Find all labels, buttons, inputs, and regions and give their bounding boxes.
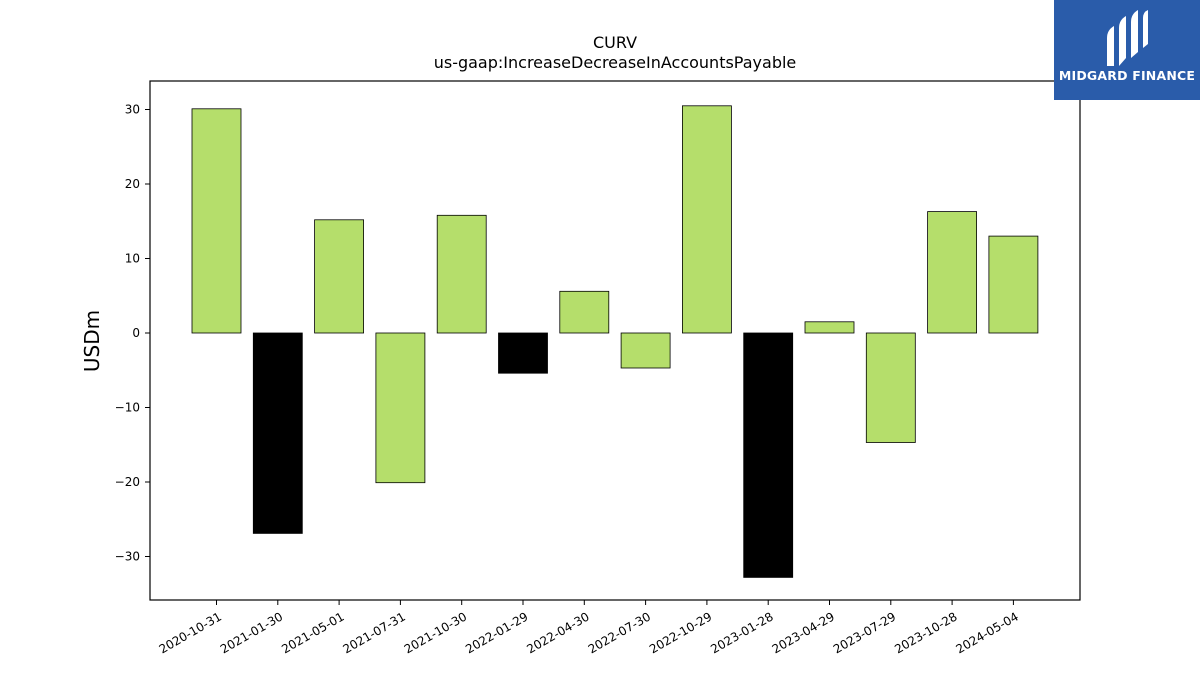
bar-2021-05-01 — [314, 219, 365, 334]
logo-text: MIDGARD FINANCE — [1058, 68, 1196, 83]
x-tick-label: 2021-10-30 — [402, 609, 469, 656]
bar-2021-10-30 — [436, 214, 487, 334]
x-tick-label: 2022-10-29 — [647, 609, 714, 656]
y-tick-label: 30 — [125, 103, 140, 117]
x-tick-label: 2023-07-29 — [831, 609, 898, 656]
y-tick-label: −30 — [115, 550, 140, 564]
x-tick-label: 2024-05-04 — [953, 609, 1020, 656]
midgard-logo-icon — [1107, 10, 1148, 66]
bar-2021-01-30 — [252, 332, 303, 534]
x-tick-label: 2022-04-30 — [524, 609, 591, 656]
bar-2023-04-29 — [804, 321, 855, 334]
y-axis: −30 −20 −10 0 10 20 30 — [115, 103, 150, 564]
x-tick-label: 2023-01-28 — [708, 609, 775, 656]
x-tick-label: 2022-01-29 — [463, 609, 530, 656]
bar-2022-04-30 — [559, 290, 610, 334]
bar-2022-10-29 — [682, 105, 732, 334]
y-tick-label: 10 — [125, 252, 140, 266]
x-tick-label: 2020-10-31 — [157, 609, 224, 656]
bar-2023-07-29 — [865, 332, 916, 443]
brand-logo: MIDGARD FINANCE — [1054, 0, 1200, 100]
bar-2023-01-28 — [743, 332, 794, 578]
bars-group — [191, 105, 1039, 578]
x-tick-label: 2021-07-31 — [340, 609, 407, 656]
bar-2020-10-31 — [191, 108, 242, 334]
y-tick-label: −20 — [115, 475, 140, 489]
y-tick-label: 20 — [125, 177, 140, 191]
x-tick-label: 2023-10-28 — [892, 609, 959, 656]
chart-title: CURV — [592, 33, 638, 52]
y-axis-label: USDm — [80, 310, 104, 372]
x-tick-label: 2021-01-30 — [218, 609, 285, 656]
y-tick-label: −10 — [115, 401, 140, 415]
y-tick-label: 0 — [132, 326, 140, 340]
x-tick-label: 2021-05-01 — [279, 609, 346, 656]
x-tick-label: 2022-07-30 — [586, 609, 653, 656]
bar-2023-10-28 — [927, 211, 977, 334]
bar-2022-07-30 — [620, 332, 671, 369]
bar-2021-07-31 — [375, 332, 426, 484]
x-axis: 2020-10-312021-01-302021-05-012021-07-31… — [157, 600, 1021, 656]
x-tick-label: 2023-04-29 — [770, 609, 837, 656]
bar-2022-01-29 — [498, 332, 548, 374]
bar-2024-05-04 — [988, 235, 1039, 334]
plot-frame — [149, 80, 1081, 601]
chart-subtitle: us-gaap:IncreaseDecreaseInAccountsPayabl… — [433, 53, 797, 72]
